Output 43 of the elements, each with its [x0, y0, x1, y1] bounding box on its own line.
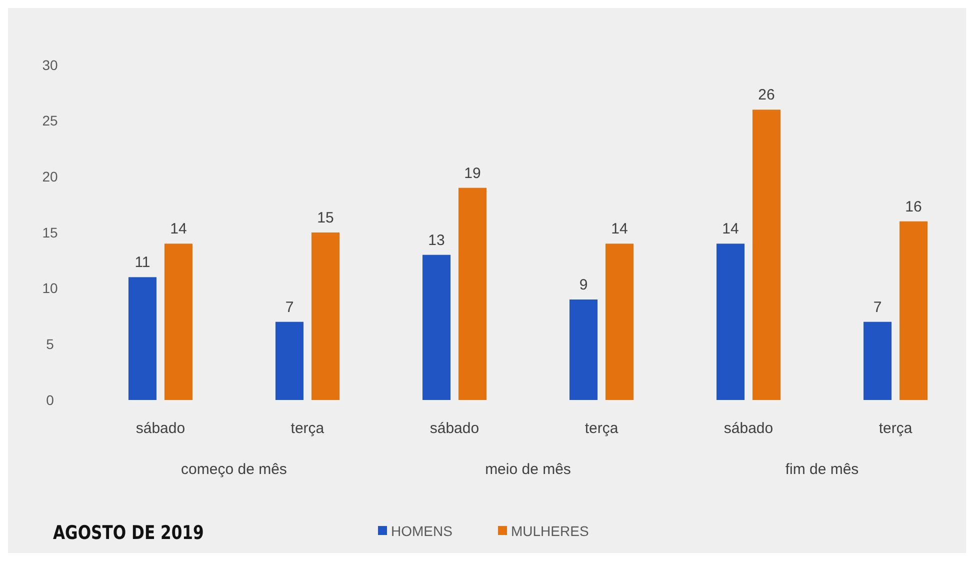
bar — [716, 244, 745, 400]
y-tick-label: 25 — [42, 112, 58, 129]
data-label: 14 — [722, 220, 739, 238]
bar — [900, 221, 928, 400]
bar — [128, 277, 156, 400]
bar — [422, 254, 450, 400]
bar — [311, 232, 340, 400]
text: começo de mês — [181, 461, 287, 478]
y-tick-label: 0 — [46, 392, 54, 408]
bar — [752, 110, 781, 400]
x-tick-label: sábado — [430, 420, 480, 437]
data-label: 9 — [579, 276, 588, 294]
x-tick-label: sábado — [724, 420, 774, 437]
x-tick-label: terça — [290, 420, 325, 437]
data-label: 16 — [905, 198, 922, 216]
bar — [164, 244, 192, 400]
legend-label: MULHERES — [511, 522, 589, 539]
text: AGOSTO DE 2019 — [53, 522, 204, 544]
bar — [864, 322, 892, 400]
bar — [275, 322, 304, 400]
x-tick-label: terça — [584, 420, 619, 437]
data-label: 19 — [464, 164, 481, 182]
text: meio de mês — [485, 461, 571, 478]
y-tick-label: 5 — [46, 336, 54, 352]
bar — [570, 300, 598, 400]
data-label: 7 — [285, 298, 294, 316]
data-label: 11 — [134, 254, 150, 272]
y-tick-label: 15 — [42, 224, 58, 240]
data-label: 26 — [758, 86, 775, 104]
bar — [606, 244, 634, 400]
bar — [458, 188, 486, 400]
data-label: 7 — [873, 298, 882, 316]
x-tick-label: sábado — [136, 420, 186, 437]
data-label: 13 — [428, 232, 445, 249]
y-tick-label: 20 — [42, 168, 58, 185]
data-label: 15 — [317, 210, 334, 226]
x-tick-label: terça — [878, 420, 913, 437]
data-label: 14 — [170, 220, 187, 238]
y-tick-label: 10 — [42, 280, 58, 296]
y-tick-label: 30 — [42, 56, 58, 73]
data-label: 14 — [611, 220, 628, 238]
text: fim de mês — [785, 461, 859, 478]
legend-label: HOMENS — [391, 522, 452, 539]
